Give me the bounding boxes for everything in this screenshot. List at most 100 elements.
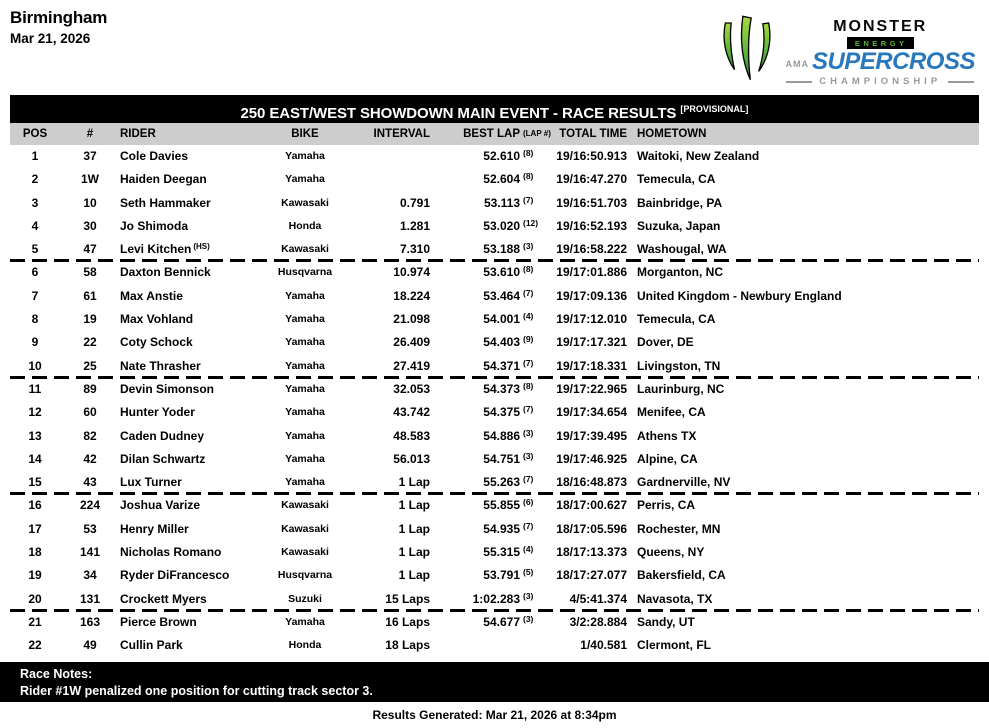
lap-number-cell: (7) <box>523 520 534 531</box>
total-time-cell: 19/16:47.270 <box>556 172 627 187</box>
page-header: Birmingham Mar 21, 2026 <box>0 0 989 95</box>
col-interval: INTERVAL <box>373 128 430 140</box>
column-header-row: POS # RIDER BIKE INTERVAL BEST LAP (LAP … <box>10 123 979 145</box>
bike-cell: Yamaha <box>285 150 325 162</box>
hometown-cell: Navasota, TX <box>637 591 713 606</box>
hometown-cell: Menifee, CA <box>637 405 706 420</box>
hometown-cell: Athens TX <box>637 428 697 443</box>
bike-cell: Kawasaki <box>281 546 329 559</box>
interval-cell <box>350 145 430 169</box>
interval-cell: 1 Lap <box>398 568 430 583</box>
table-row: 1 37 Cole Davies Yamaha 52.610 (8) 19/16… <box>10 145 979 168</box>
bike-cell: Yamaha <box>285 615 325 628</box>
number-cell: 1W <box>81 172 99 187</box>
lap-number-cell: (8) <box>523 380 534 391</box>
total-time-cell: 19/17:17.321 <box>556 335 627 350</box>
interval-cell: 1 Lap <box>398 521 430 536</box>
hometown-cell: Temecula, CA <box>637 172 716 187</box>
bike-cell: Kawasaki <box>281 196 329 209</box>
venue-name: Birmingham <box>10 8 108 27</box>
championship-line: CHAMPIONSHIP <box>786 76 974 87</box>
hometown-cell: Suzuka, Japan <box>637 218 721 233</box>
col-best-lap: BEST LAP <box>463 128 520 140</box>
race-notes-bar: Race Notes: Rider #1W penalized one posi… <box>0 661 989 702</box>
best-lap-cell: 54.935 <box>483 521 520 536</box>
pos-cell: 10 <box>28 358 42 373</box>
hometown-cell: Morganton, NC <box>637 265 723 280</box>
total-time-cell: 19/16:52.193 <box>556 218 627 233</box>
pos-cell: 21 <box>28 614 42 629</box>
total-time-cell: 19/16:51.703 <box>556 195 627 210</box>
rider-cell: Nicholas Romano <box>120 545 222 560</box>
best-lap-cell <box>430 634 520 657</box>
total-time-cell: 19/17:34.654 <box>556 405 627 420</box>
total-time-cell: 19/16:58.222 <box>556 242 627 257</box>
lap-number-cell: (8) <box>523 148 534 158</box>
number-cell: 61 <box>83 288 97 303</box>
pos-cell: 13 <box>28 428 42 443</box>
pos-cell: 19 <box>28 568 42 583</box>
lap-number-cell: (7) <box>523 404 534 415</box>
best-lap-cell: 52.610 <box>483 149 520 163</box>
rider-cell: Crockett Myers <box>120 591 207 606</box>
best-lap-cell: 54.886 <box>483 428 520 443</box>
interval-cell: 1 Lap <box>398 498 430 513</box>
table-row: 3 10 Seth Hammaker Kawasaki 0.791 53.113… <box>10 192 979 215</box>
table-row: 18 141 Nicholas Romano Kawasaki 1 Lap 55… <box>10 541 979 564</box>
best-lap-cell: 54.677 <box>483 614 520 629</box>
championship-wordmark: CHAMPIONSHIP <box>819 76 942 87</box>
bike-cell: Kawasaki <box>281 243 329 256</box>
number-cell: 30 <box>83 218 97 233</box>
bike-cell: Yamaha <box>285 173 325 186</box>
bike-cell: Honda <box>288 219 322 232</box>
bike-cell: Yamaha <box>285 406 325 419</box>
results-generated-line: Results Generated: Mar 21, 2026 at 8:34p… <box>372 707 617 722</box>
hometown-cell: Washougal, WA <box>637 242 727 257</box>
hometown-cell: Gardnerville, NV <box>637 475 731 490</box>
pos-cell: 9 <box>31 335 39 350</box>
rider-cell: Seth Hammaker <box>120 195 211 210</box>
total-time-cell: 19/17:22.965 <box>556 381 627 396</box>
bike-cell: Husqvarna <box>277 569 333 582</box>
bike-cell: Yamaha <box>285 429 325 442</box>
hometown-cell: Dover, DE <box>637 335 694 350</box>
interval-cell: 1.281 <box>399 218 430 233</box>
monster-wordmark: MONSTER <box>833 18 928 35</box>
hometown-cell: Livingston, TN <box>637 358 721 373</box>
best-lap-cell: 54.001 <box>483 312 520 327</box>
rider-cell: Hunter Yoder <box>120 405 195 420</box>
pos-cell: 5 <box>31 242 39 257</box>
total-time-cell: 19/17:01.886 <box>556 265 627 280</box>
pos-cell: 2 <box>31 172 39 187</box>
table-row: 14 42 Dilan Schwartz Yamaha 56.013 54.75… <box>10 448 979 471</box>
lap-number-cell: (9) <box>523 334 534 345</box>
hometown-cell: Bakersfield, CA <box>637 568 726 583</box>
lap-number-cell: (3) <box>523 241 534 252</box>
table-row: 22 49 Cullin Park Honda 18 Laps 1/40.581… <box>10 634 979 657</box>
total-time-cell: 18/17:05.596 <box>556 521 627 536</box>
table-row: 11 89 Devin Simonson Yamaha 32.053 54.37… <box>10 378 979 401</box>
number-cell: 37 <box>83 149 97 163</box>
best-lap-cell: 1:02.283 <box>472 591 520 606</box>
pos-cell: 15 <box>28 475 42 490</box>
bike-cell: Yamaha <box>285 289 325 302</box>
best-lap-cell: 55.263 <box>483 475 520 490</box>
best-lap-cell: 53.188 <box>483 242 520 257</box>
table-row: 2 1W Haiden Deegan Yamaha 52.604 (8) 19/… <box>10 168 979 191</box>
hometown-cell: Alpine, CA <box>637 451 698 466</box>
rider-cell: Lux Turner <box>120 475 182 490</box>
total-time-cell: 19/17:18.331 <box>556 358 627 373</box>
pos-cell: 12 <box>28 405 42 420</box>
bike-cell: Honda <box>288 639 322 652</box>
bike-cell: Suzuki <box>288 592 322 605</box>
lap-number-cell: (4) <box>523 311 534 322</box>
pos-cell: 8 <box>31 312 39 327</box>
total-time-cell: 19/16:50.913 <box>556 149 627 163</box>
best-lap-cell: 54.371 <box>483 358 520 373</box>
bike-cell: Kawasaki <box>281 499 329 512</box>
number-cell: 53 <box>83 521 97 536</box>
pos-cell: 3 <box>31 195 39 210</box>
provisional-tag: [PROVISIONAL] <box>680 104 749 114</box>
supercross-line: AMA SUPERCROSS <box>785 50 975 74</box>
table-title-bar: 250 EAST/WEST SHOWDOWN MAIN EVENT - RACE… <box>10 95 979 123</box>
